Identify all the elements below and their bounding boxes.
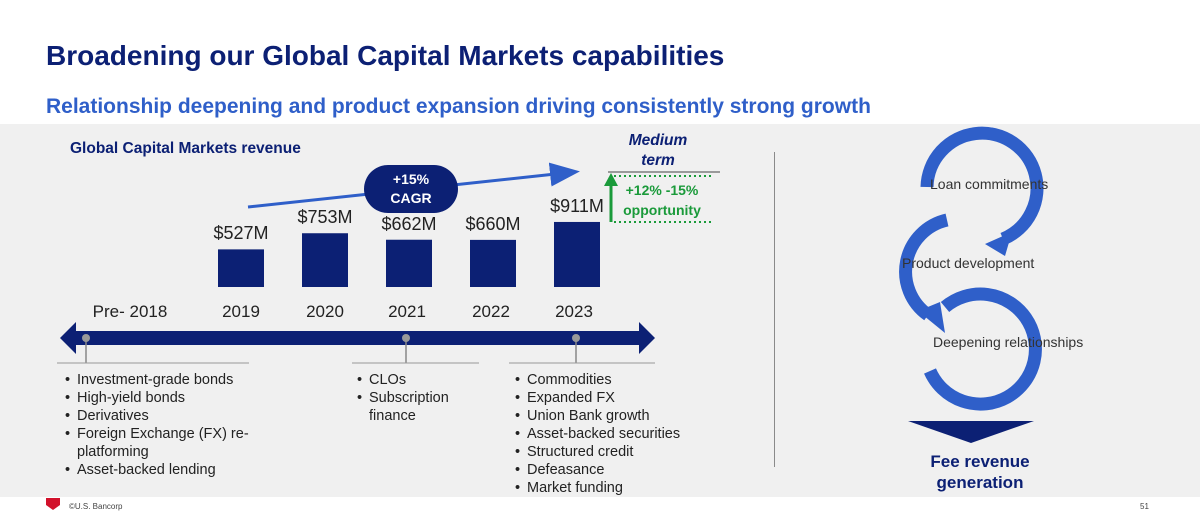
- timeline-label-2019: 2019: [222, 302, 260, 321]
- list-item: Expanded FX: [513, 389, 713, 407]
- footer-copyright: ©U.S. Bancorp: [69, 502, 123, 511]
- opportunity-range: +12% -15%: [625, 182, 699, 198]
- milestone-connector-2023: [509, 334, 655, 364]
- list-item: Foreign Exchange (FX) re-platforming: [63, 425, 253, 461]
- list-item: CLOs: [355, 371, 480, 389]
- page-number: 51: [1140, 502, 1149, 511]
- cycle-arc-product-development: [899, 213, 949, 333]
- list-item: Union Bank growth: [513, 407, 713, 425]
- milestone-connector-pre2018: [57, 334, 249, 364]
- bar-value-label: $753M: [297, 207, 353, 228]
- bar-value-label: $662M: [381, 213, 437, 234]
- timeline-arrow: [60, 322, 655, 354]
- milestone-list-pre2018: Investment-grade bonds High-yield bonds …: [63, 371, 253, 479]
- timeline-label-2020: 2020: [306, 302, 344, 321]
- milestone-list-2021: CLOs Subscription finance: [355, 371, 480, 425]
- milestone-connector-2021: [352, 334, 479, 364]
- bar-2023: [554, 221, 600, 287]
- fee-revenue-label: Fee revenue generation: [930, 452, 1030, 492]
- list-item: Investment-grade bonds: [63, 371, 253, 389]
- timeline-label-2023: 2023: [555, 302, 593, 321]
- milestone-list-2023: Commodities Expanded FX Union Bank growt…: [513, 371, 713, 497]
- bar-2021: [386, 239, 432, 287]
- list-item: Structured credit: [513, 443, 713, 461]
- medium-term-label: Medium term: [613, 131, 703, 171]
- list-item: Market funding: [513, 479, 713, 497]
- list-item: Defeasance: [513, 461, 713, 479]
- us-bancorp-logo-icon: [46, 498, 60, 510]
- cagr-bubble: +15% CAGR: [364, 165, 458, 213]
- timeline-label-2021: 2021: [388, 302, 426, 321]
- list-item: Asset-backed lending: [63, 461, 253, 479]
- section-divider: [774, 152, 775, 467]
- bar-value-label: $527M: [213, 223, 269, 244]
- cagr-text: CAGR: [390, 190, 432, 206]
- page-subtitle: Relationship deepening and product expan…: [46, 95, 871, 118]
- cycle-label-product-development: Product development: [902, 255, 1035, 271]
- list-item: Commodities: [513, 371, 713, 389]
- bar-2020: [302, 233, 348, 287]
- timeline-label-pre2018: Pre- 2018: [92, 302, 168, 321]
- page-title: Broadening our Global Capital Markets ca…: [46, 40, 725, 71]
- opportunity-label: +12% -15% opportunity: [612, 180, 712, 220]
- bar-2022: [470, 239, 516, 287]
- opportunity-text: opportunity: [623, 202, 701, 218]
- list-item: High-yield bonds: [63, 389, 253, 407]
- cycle-label-loan-commitments: Loan commitments: [930, 176, 1049, 192]
- bar-value-label: $660M: [465, 213, 521, 234]
- growth-up-arrow: [604, 173, 618, 222]
- timeline-label-2022: 2022: [472, 302, 510, 321]
- cycle-arc-deepening-relationships: [924, 287, 1042, 411]
- bar-value-label: $911M: [550, 195, 604, 216]
- list-item: Subscription finance: [355, 389, 480, 425]
- cycle-label-deepening-relationships: Deepening relationships: [933, 334, 1084, 350]
- cycle-arc-loan-commitments: [920, 126, 1044, 256]
- list-item: Derivatives: [63, 407, 253, 425]
- fee-revenue-down-arrow: [908, 421, 1034, 443]
- list-item: Asset-backed securities: [513, 425, 713, 443]
- medium-term-line2: term: [641, 152, 675, 169]
- cagr-percent: +15%: [392, 171, 430, 187]
- chart-title: Global Capital Markets revenue: [70, 140, 301, 157]
- medium-term-line1: Medium: [628, 132, 688, 149]
- bar-2019: [218, 249, 264, 287]
